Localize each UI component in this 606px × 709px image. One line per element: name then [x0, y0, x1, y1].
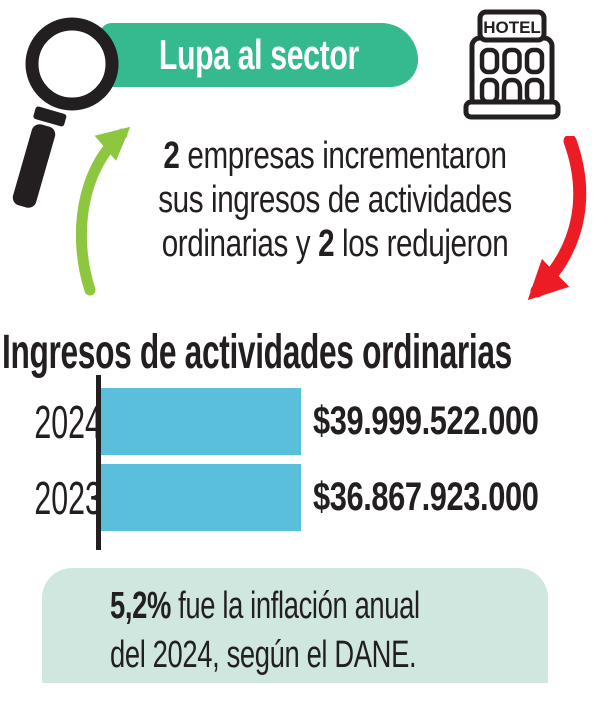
- note-line-1: 5,2% fue la inflación anual: [110, 585, 420, 627]
- category-label: 2023: [34, 471, 102, 524]
- bar-chart: 2024 $39.999.522.000 2023 $36.867.923.00…: [0, 388, 606, 540]
- summary-line-2: sus ingresos de actividades: [158, 179, 512, 221]
- summary-text: 2 empresas incrementaron sus ingresos de…: [125, 134, 545, 266]
- decrease-arrow-icon: [527, 136, 587, 301]
- summary-line-1: 2 empresas incrementaron: [163, 135, 507, 177]
- note-line-2: del 2024, según el DANE.: [110, 634, 417, 676]
- bar-row-2024: 2024 $39.999.522.000: [0, 388, 606, 455]
- count-decrease: 2: [318, 223, 335, 265]
- chart-title: Ingresos de actividades ordinarias: [2, 326, 512, 379]
- category-label: 2024: [34, 395, 102, 448]
- inflation-note-text: 5,2% fue la inflación anual del 2024, se…: [110, 582, 606, 680]
- banner-label: Lupa al sector: [158, 31, 359, 78]
- chart-axis-line: [96, 375, 101, 550]
- bar-row-2023: 2023 $36.867.923.000: [0, 464, 606, 531]
- inflation-note-box: 5,2% fue la inflación anual del 2024, se…: [42, 568, 548, 683]
- summary-line-3: ordinarias y 2 los redujeron: [161, 223, 509, 265]
- bar-fill: [101, 464, 302, 531]
- hotel-sign-label: HOTEL: [483, 18, 541, 37]
- magnifier-icon: [12, 17, 119, 208]
- hotel-icon: HOTEL: [463, 9, 561, 120]
- bar-fill: [101, 388, 302, 455]
- section-banner: Lupa al sector: [100, 23, 418, 87]
- count-increase: 2: [163, 135, 180, 177]
- value-label: $39.999.522.000: [313, 399, 539, 443]
- value-label: $36.867.923.000: [313, 475, 539, 519]
- increase-arrow-icon: [75, 126, 131, 296]
- inflation-rate: 5,2%: [110, 585, 171, 627]
